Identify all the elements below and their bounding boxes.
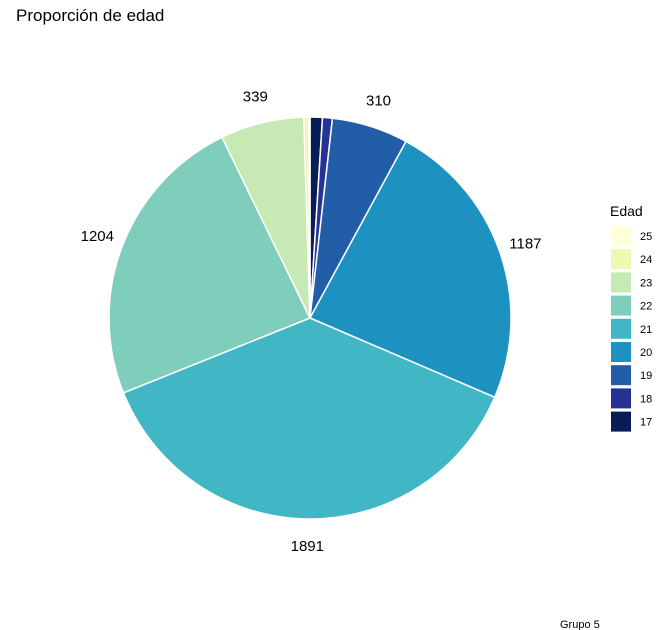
slice-label-22: 1204	[81, 228, 114, 245]
pie-slices	[108, 116, 512, 520]
legend-label-19: 19	[640, 370, 652, 382]
chart-title: Proporción de edad	[16, 6, 164, 25]
legend-swatch-22	[611, 295, 631, 316]
pie-slice-21	[122, 317, 496, 520]
legend-swatch-23	[611, 272, 631, 293]
legend: Edad 25 24 23 22 21 20 19 18 17	[610, 203, 652, 432]
pie-slice-22	[108, 136, 312, 394]
legend-swatch-19	[611, 365, 631, 386]
slice-label-20: 1187	[509, 235, 541, 252]
legend-label-20: 20	[640, 347, 652, 359]
legend-label-25: 25	[640, 231, 652, 243]
legend-label-23: 23	[640, 277, 652, 289]
slice-label-19: 310	[366, 93, 391, 110]
legend-label-24: 24	[640, 254, 652, 266]
legend-swatch-20	[611, 342, 631, 362]
slice-label-23: 339	[243, 89, 268, 106]
slice-labels: 310 1187 1891 1204 339	[81, 89, 542, 555]
caption: Grupo 5	[560, 619, 600, 630]
legend-title: Edad	[610, 203, 643, 219]
legend-label-22: 22	[640, 301, 652, 313]
legend-label-18: 18	[640, 393, 652, 405]
pie-slice-20	[308, 140, 512, 399]
legend-swatch-18	[611, 388, 631, 409]
legend-label-21: 21	[640, 324, 652, 336]
pie-slice-25	[307, 116, 311, 319]
slice-label-21: 1891	[291, 538, 324, 555]
legend-label-17: 17	[640, 417, 652, 429]
legend-swatch-17	[611, 411, 631, 432]
legend-swatch-25	[611, 226, 631, 246]
legend-swatch-21	[611, 318, 631, 339]
legend-swatch-24	[611, 249, 631, 270]
